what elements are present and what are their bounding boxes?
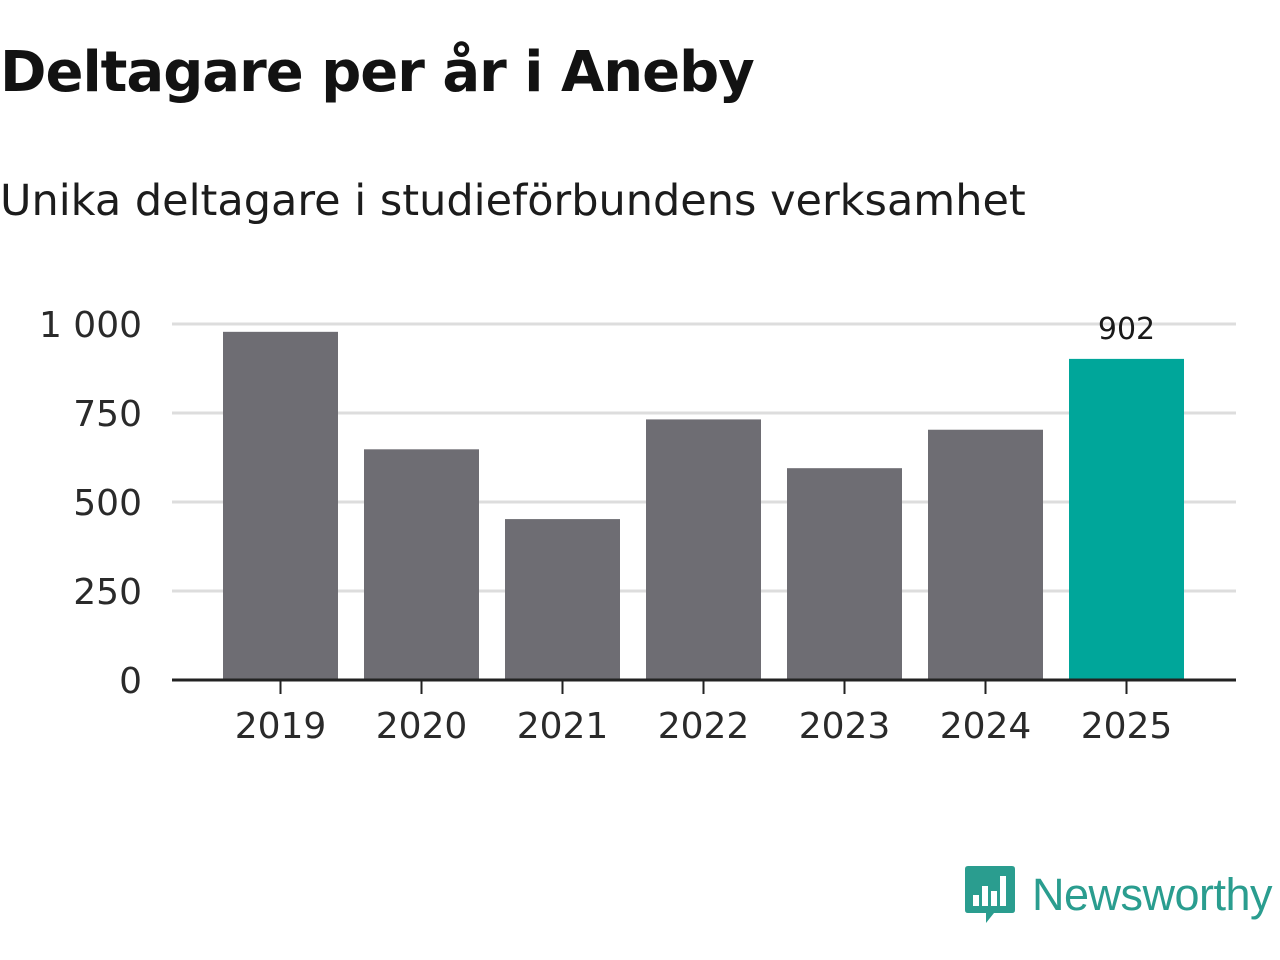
bar (646, 419, 761, 680)
bar (1069, 358, 1184, 680)
brand-name: Newsworthy (1032, 869, 1273, 920)
data-label: 902 (1098, 312, 1155, 347)
bar (505, 519, 620, 680)
bar (364, 449, 479, 680)
bar (928, 429, 1043, 680)
bar (223, 331, 338, 680)
chart-subtitle: Unika deltagare i studieförbundens verks… (0, 176, 1026, 226)
y-tick-label: 1 000 (39, 305, 142, 346)
x-tick-label: 2020 (376, 706, 468, 747)
x-tick-label: 2024 (940, 706, 1032, 747)
y-tick-label: 750 (73, 394, 142, 435)
x-tick-label: 2023 (799, 706, 891, 747)
x-tick-label: 2019 (235, 706, 327, 747)
brand-logo: Newsworthy (964, 864, 1273, 926)
x-tick-label: 2025 (1081, 706, 1173, 747)
chart-title: Deltagare per år i Aneby (0, 40, 755, 105)
y-tick-label: 250 (73, 572, 142, 613)
x-tick-label: 2021 (517, 706, 609, 747)
y-tick-label: 500 (73, 483, 142, 524)
bar (787, 468, 902, 680)
bar-chart: 0 250 500 750 1 000 2019 2020 2021 2022 2023 2024 2… (39, 305, 1236, 747)
y-tick-label: 0 (119, 661, 142, 702)
newsworthy-logo-icon (965, 866, 1015, 923)
x-tick-label: 2022 (658, 706, 750, 747)
